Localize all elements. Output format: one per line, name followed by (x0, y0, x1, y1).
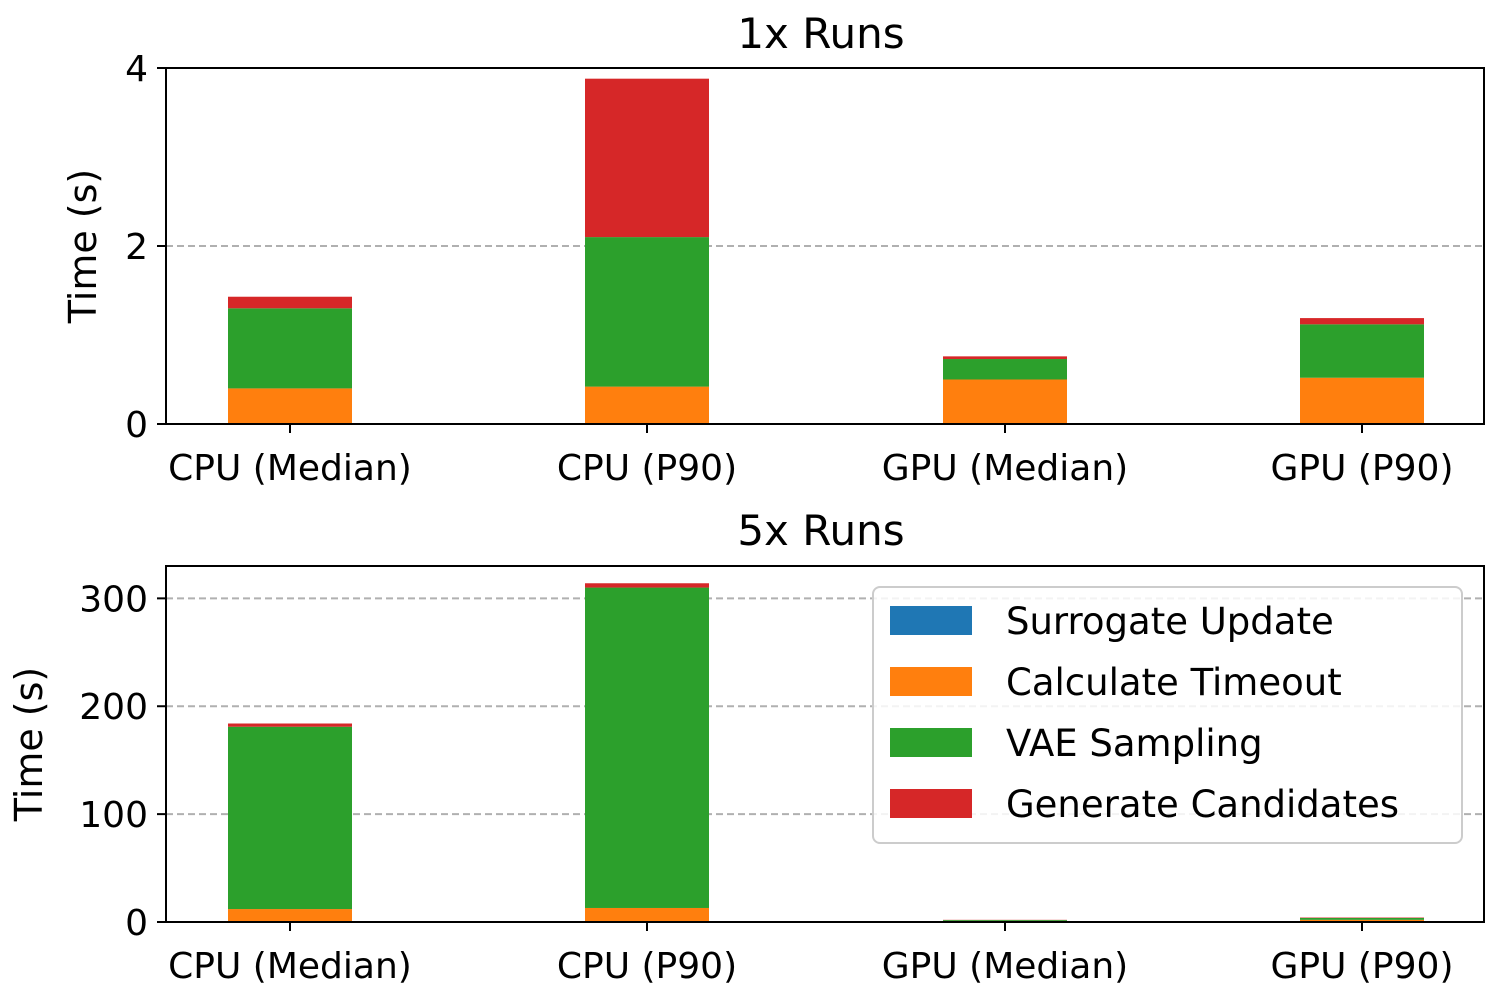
panel1-bar-generate-candidates (943, 356, 1067, 360)
panel2-bar-generate-candidates (228, 723, 352, 727)
panel1-bar-generate-candidates (585, 78, 709, 238)
panel2-xtick-label: GPU (P90) (1270, 946, 1453, 987)
panel1-title: 1x Runs (737, 9, 904, 58)
panel1-xtick-label: CPU (P90) (557, 448, 737, 489)
legend-label: Surrogate Update (1006, 600, 1334, 643)
panel2-xtick-label: GPU (Median) (882, 946, 1128, 987)
panel2-bar-calculate-timeout (1300, 919, 1424, 922)
panel2-ytick-label: 200 (79, 687, 148, 728)
panel2-bar-generate-candidates (585, 583, 709, 588)
panel1-ytick-label: 0 (125, 405, 148, 446)
panel1-bar-calculate-timeout (228, 388, 352, 424)
panel2-bar-calculate-timeout (228, 909, 352, 922)
panel1-bar-calculate-timeout (585, 386, 709, 424)
legend-swatch (890, 606, 972, 635)
panel2-title: 5x Runs (737, 506, 904, 555)
panel2-ytick-label: 0 (125, 903, 148, 944)
panel1-xtick-label: GPU (Median) (882, 448, 1128, 489)
legend-box (872, 586, 1463, 844)
panel2-bar-calculate-timeout (585, 907, 709, 922)
panel1-ytick-label: 4 (125, 49, 148, 90)
panel1-xtick-label: CPU (Median) (168, 448, 412, 489)
panel1-bar-generate-candidates (228, 296, 352, 309)
panel1-bar-vae-sampling (228, 308, 352, 389)
panel2-ytick-label: 100 (79, 795, 148, 836)
legend-swatch (890, 789, 972, 818)
panel2-bar-vae-sampling (1300, 917, 1424, 920)
panel1-bar-vae-sampling (1300, 324, 1424, 378)
panel2-ylabel: Time (s) (7, 667, 51, 823)
panel1-axes-frame (165, 67, 1485, 425)
panel2-xtick-label: CPU (Median) (168, 946, 412, 987)
panel1-bar-vae-sampling (585, 237, 709, 387)
legend-swatch (890, 728, 972, 757)
panel1-bar-generate-candidates (1300, 318, 1424, 325)
panel2-bar-vae-sampling (585, 587, 709, 908)
panel1-ylabel: Time (s) (61, 169, 105, 325)
panel1-bar-calculate-timeout (943, 379, 1067, 424)
panel2-ytick-label: 300 (79, 579, 148, 620)
legend-label: Generate Candidates (1006, 783, 1399, 826)
legend-label: VAE Sampling (1006, 722, 1263, 765)
panel2-axes-frame (165, 565, 1485, 923)
legend-swatch (890, 667, 972, 696)
panel1-ytick-label: 2 (125, 227, 148, 268)
legend-label: Calculate Timeout (1006, 661, 1342, 704)
panel1-xtick-label: GPU (P90) (1270, 448, 1453, 489)
panel2-bar-vae-sampling (228, 726, 352, 910)
panel1-bar-vae-sampling (943, 359, 1067, 380)
panel2-bar-vae-sampling (943, 920, 1067, 921)
panel1-bar-calculate-timeout (1300, 377, 1424, 424)
panel2-xtick-label: CPU (P90) (557, 946, 737, 987)
